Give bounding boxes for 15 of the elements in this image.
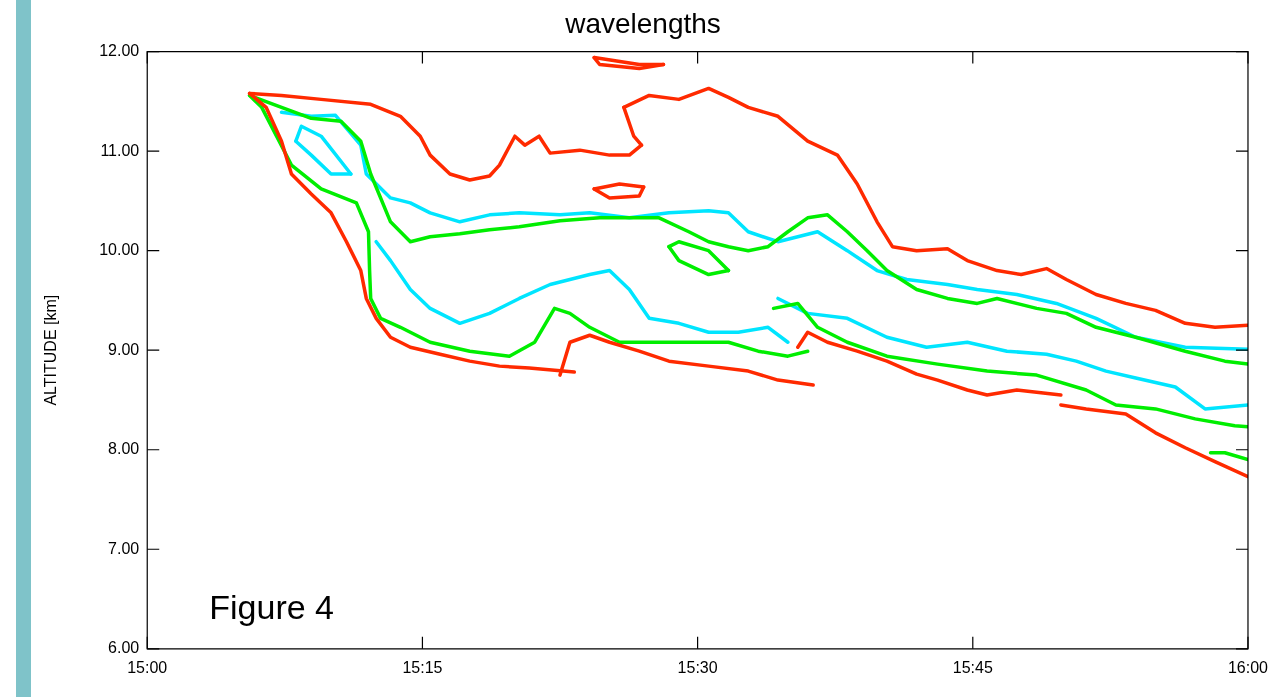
x-tick-label: 15:15 [402, 658, 443, 676]
y-tick-label: 7.00 [108, 539, 140, 557]
chart-title: wavelengths [564, 7, 721, 39]
y-tick-label: 12.00 [99, 42, 140, 60]
x-tick-label: 15:00 [127, 658, 168, 676]
x-tick-label: 15:30 [677, 658, 718, 676]
y-tick-label: 9.00 [108, 340, 140, 358]
y-tick-label: 10.00 [99, 241, 140, 259]
annotation: Figure 4 [209, 587, 334, 626]
y-tick-label: 8.00 [108, 440, 140, 458]
y-tick-label: 11.00 [100, 141, 140, 159]
y-tick-label: 6.00 [108, 639, 140, 657]
x-tick-label: 15:45 [952, 658, 993, 676]
y-axis-title: ALTITUDE [km] [42, 294, 60, 406]
x-tick-label: 16:00 [1227, 658, 1269, 676]
